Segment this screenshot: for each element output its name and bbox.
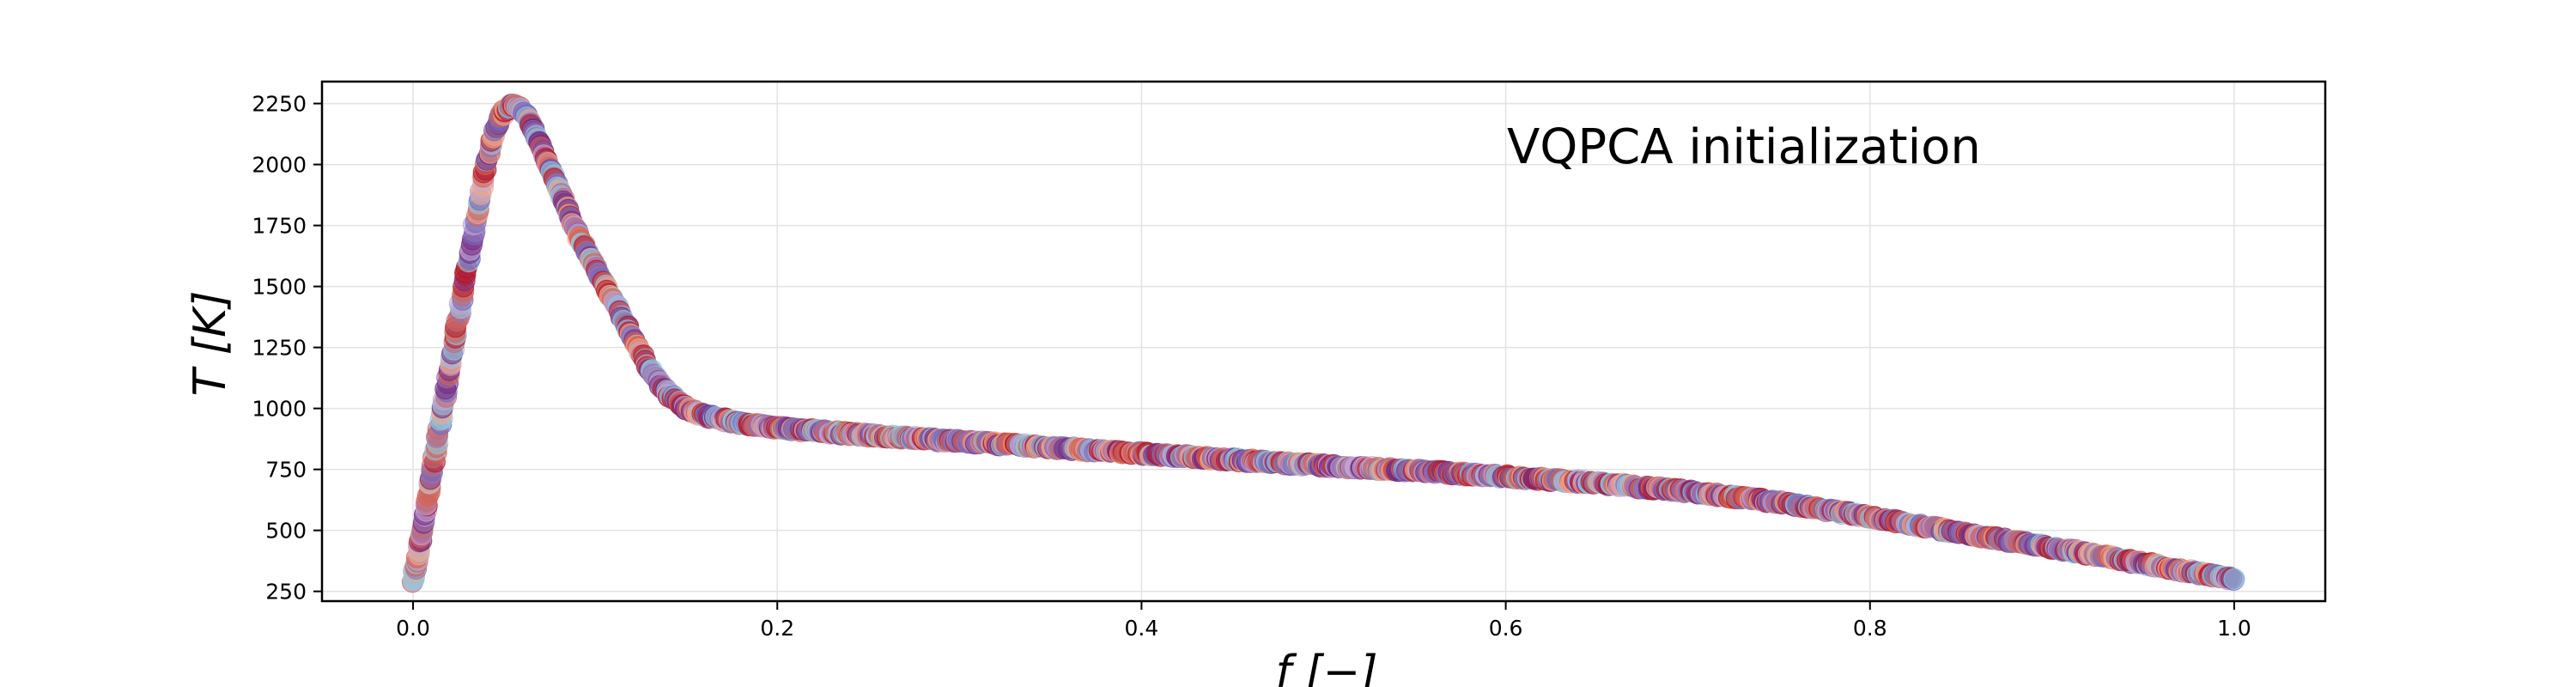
y-tick-label: 2250 xyxy=(252,92,307,117)
axis-ticks: 0.0 0.2 0.4 0.6 0.8 1.0 250 500 750 1000 1250 1500 1… xyxy=(252,92,2251,641)
x-tick-label: 0.6 xyxy=(1489,616,1523,641)
y-tick-label: 1000 xyxy=(252,397,307,422)
scatter-point xyxy=(2223,568,2245,590)
y-tick-label: 1750 xyxy=(252,214,307,239)
x-tick-label: 0.2 xyxy=(760,616,794,641)
x-tick-label: 0.8 xyxy=(1853,616,1887,641)
chart-annotation: VQPCA initialization xyxy=(1507,119,1981,175)
x-tick-label: 1.0 xyxy=(2217,616,2251,641)
y-tick-label: 500 xyxy=(265,519,307,544)
y-axis-label: T [K] xyxy=(185,291,236,397)
y-tick-label: 1250 xyxy=(252,336,307,361)
y-tick-label: 750 xyxy=(265,458,307,483)
plot-frame xyxy=(320,80,2327,603)
x-axis-label: f [−] xyxy=(1276,647,1378,687)
y-tick-label: 250 xyxy=(265,580,307,605)
x-tick-label: 0.4 xyxy=(1125,616,1159,641)
grid-lines xyxy=(322,82,2325,601)
x-tick-label: 0.0 xyxy=(396,616,430,641)
y-tick-label: 1500 xyxy=(252,275,307,300)
scatter-points xyxy=(401,93,2245,593)
y-tick-label: 2000 xyxy=(252,153,307,178)
